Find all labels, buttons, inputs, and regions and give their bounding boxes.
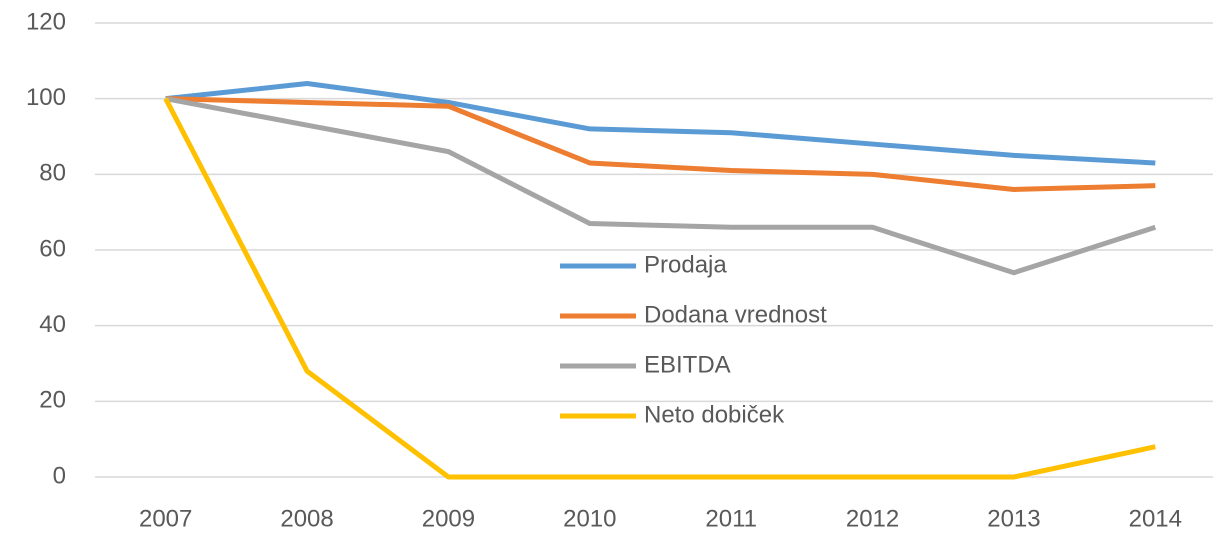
line-series bbox=[165, 96, 1156, 192]
legend-label: EBITDA bbox=[644, 351, 731, 378]
x-tick-label: 2014 bbox=[1129, 505, 1182, 532]
y-tick-label: 100 bbox=[26, 84, 66, 111]
x-tick-label: 2012 bbox=[846, 505, 899, 532]
x-tick-label: 2007 bbox=[139, 505, 192, 532]
x-tick-label: 2013 bbox=[987, 505, 1040, 532]
y-tick-label: 20 bbox=[39, 387, 66, 414]
line-series bbox=[165, 96, 1157, 276]
x-tick-label: 2011 bbox=[705, 505, 757, 532]
y-tick-label: 0 bbox=[53, 462, 66, 489]
line-series bbox=[163, 97, 1156, 480]
y-tick-label: 120 bbox=[26, 8, 66, 35]
x-tick-label: 2008 bbox=[280, 505, 333, 532]
legend-label: Prodaja bbox=[644, 251, 727, 278]
line-series bbox=[165, 81, 1156, 166]
y-tick-label: 60 bbox=[39, 235, 66, 262]
y-tick-label: 80 bbox=[39, 160, 66, 187]
x-tick-label: 2009 bbox=[422, 505, 475, 532]
legend-label: Neto dobiček bbox=[644, 401, 785, 428]
legend-label: Dodana vrednost bbox=[644, 301, 827, 328]
x-tick-label: 2010 bbox=[563, 505, 616, 532]
y-tick-label: 40 bbox=[39, 311, 66, 338]
